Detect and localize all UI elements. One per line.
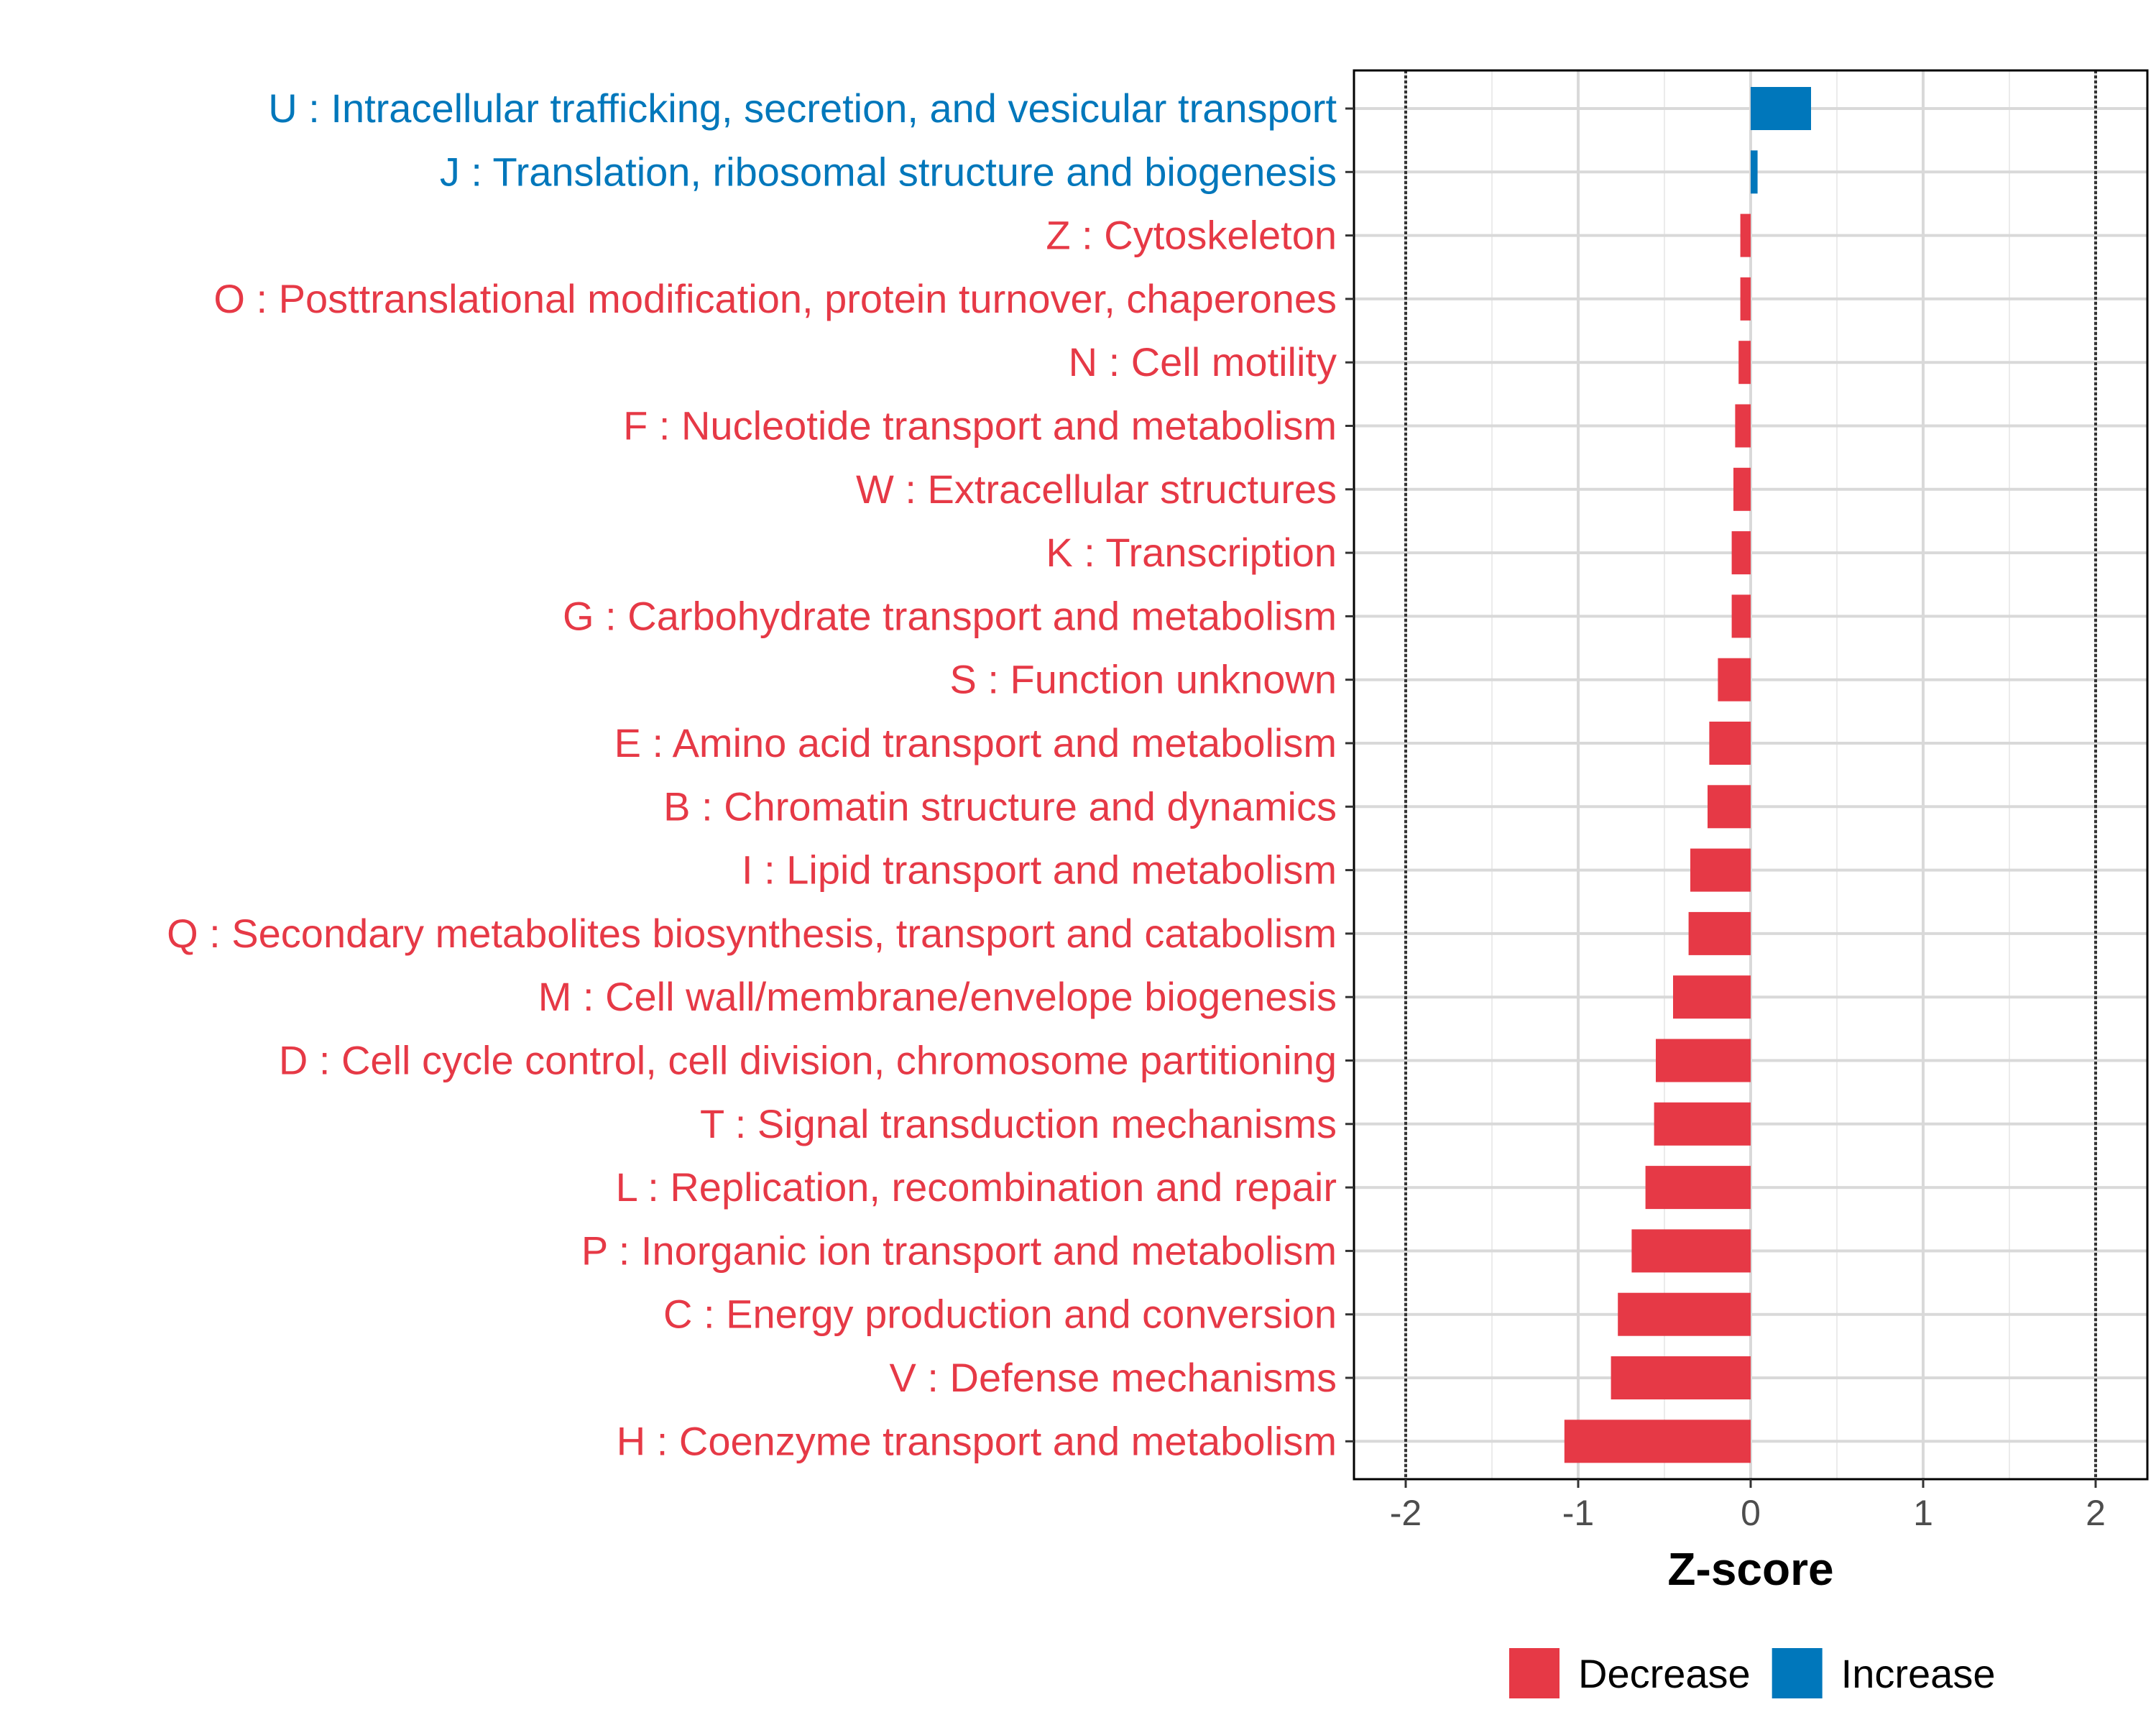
- bar: [1673, 975, 1751, 1019]
- bar: [1631, 1229, 1751, 1273]
- bar: [1738, 341, 1751, 385]
- category-label: U : Intracellular trafficking, secretion…: [268, 86, 1337, 131]
- category-label: E : Amino acid transport and metabolism: [614, 720, 1337, 765]
- category-label: Q : Secondary metabolites biosynthesis, …: [167, 911, 1337, 956]
- bar: [1709, 722, 1751, 765]
- legend-swatch: [1509, 1648, 1560, 1698]
- legend-swatch: [1772, 1648, 1823, 1698]
- category-label: P : Inorganic ion transport and metaboli…: [581, 1228, 1337, 1273]
- bar: [1735, 404, 1751, 448]
- bar: [1645, 1166, 1751, 1210]
- category-label: L : Replication, recombination and repai…: [616, 1164, 1337, 1210]
- category-label: M : Cell wall/membrane/envelope biogenes…: [538, 974, 1337, 1019]
- x-tick-label: 1: [1913, 1493, 1933, 1533]
- x-tick-label: -1: [1562, 1493, 1594, 1533]
- bar: [1688, 911, 1751, 955]
- bar: [1740, 277, 1751, 321]
- legend-label: Increase: [1841, 1651, 1996, 1696]
- bar: [1654, 1102, 1751, 1146]
- bar: [1564, 1420, 1751, 1463]
- category-label: W : Extracellular structures: [856, 466, 1337, 512]
- bar: [1618, 1292, 1751, 1336]
- bar: [1733, 467, 1751, 511]
- bar: [1751, 150, 1758, 194]
- category-label: I : Lipid transport and metabolism: [742, 847, 1337, 893]
- category-label: O : Posttranslational modification, prot…: [213, 276, 1337, 321]
- category-label: C : Energy production and conversion: [663, 1292, 1337, 1337]
- category-label: T : Signal transduction mechanisms: [700, 1101, 1337, 1146]
- category-label: H : Coenzyme transport and metabolism: [617, 1418, 1337, 1463]
- bar: [1751, 87, 1811, 130]
- category-label: Z : Cytoskeleton: [1046, 213, 1337, 258]
- category-label: K : Transcription: [1046, 530, 1337, 575]
- category-label: G : Carbohydrate transport and metabolis…: [563, 593, 1337, 638]
- x-tick-label: 0: [1741, 1493, 1761, 1533]
- x-tick-label: -2: [1390, 1493, 1422, 1533]
- category-label: N : Cell motility: [1069, 339, 1337, 385]
- bar: [1656, 1039, 1751, 1082]
- bar: [1611, 1356, 1751, 1399]
- x-axis-title: Z-score: [1667, 1543, 1833, 1595]
- bar: [1731, 531, 1751, 575]
- bar: [1718, 658, 1751, 702]
- bar: [1731, 594, 1751, 638]
- category-label: J : Translation, ribosomal structure and…: [440, 149, 1337, 194]
- bar: [1740, 213, 1751, 257]
- category-label: B : Chromatin structure and dynamics: [663, 783, 1337, 829]
- category-label: D : Cell cycle control, cell division, c…: [279, 1038, 1337, 1083]
- category-label: V : Defense mechanisms: [890, 1355, 1337, 1400]
- x-tick-label: 2: [2086, 1493, 2106, 1533]
- bar: [1690, 848, 1751, 892]
- legend-label: Decrease: [1578, 1651, 1751, 1696]
- bar: [1708, 785, 1751, 829]
- category-label: S : Function unknown: [949, 657, 1337, 702]
- category-label: F : Nucleotide transport and metabolism: [623, 403, 1337, 448]
